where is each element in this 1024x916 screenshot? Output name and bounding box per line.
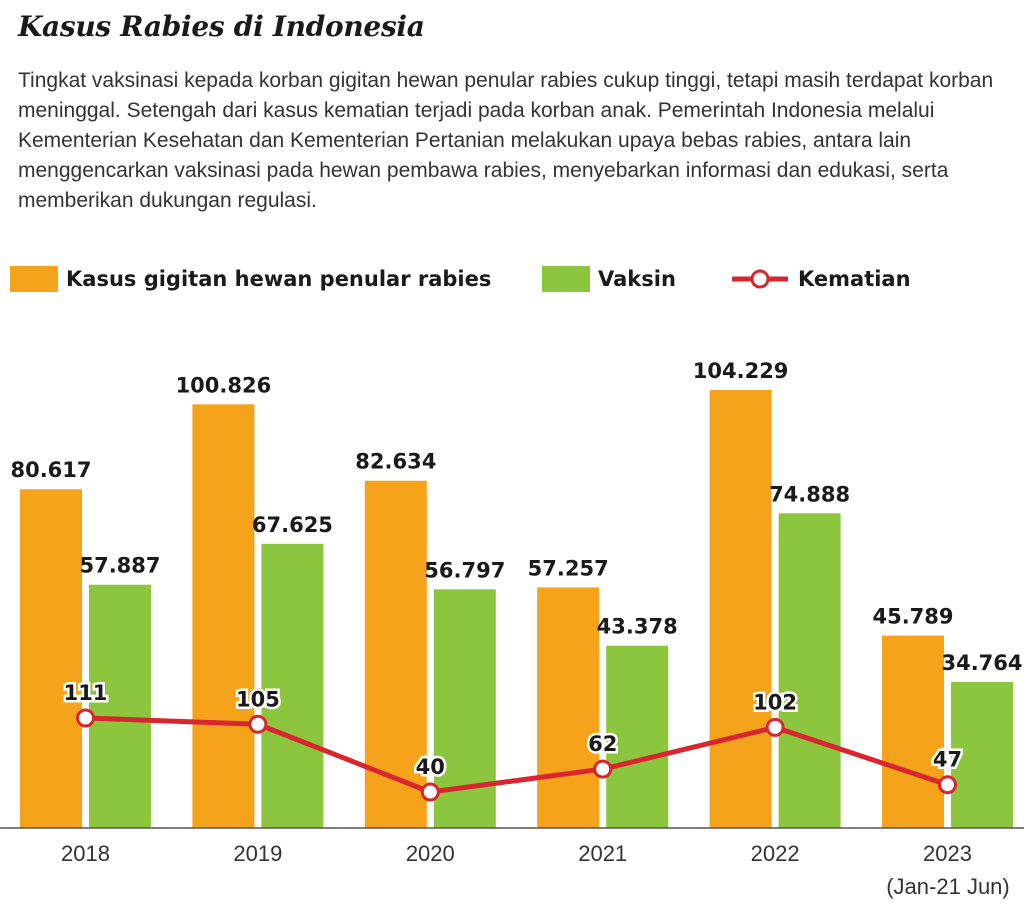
legend-label-cases: Kasus gigitan hewan penular rabies (66, 267, 492, 291)
chart-description: Tingkat vaksinasi kepada korban gigitan … (18, 69, 994, 212)
label-deaths-2022: 102 (753, 690, 797, 714)
bar-cases-2022 (709, 390, 772, 828)
legend-swatch-deaths (732, 269, 788, 289)
deaths-point-2020 (420, 782, 440, 802)
bar-vaccine-2023 (951, 681, 1013, 828)
bar-cases-2019 (192, 404, 255, 828)
label-vaccine-2019: 67.625 (252, 513, 333, 537)
label-vaccine-2022: 74.888 (769, 482, 850, 506)
x-tick-2019: 2019 (233, 841, 282, 866)
label-cases-2021: 57.257 (528, 556, 609, 580)
deaths-point-2022 (765, 717, 785, 737)
deaths-point-2021 (593, 759, 613, 779)
deaths-point-2023 (938, 775, 957, 795)
label-vaccine-2020: 56.797 (424, 558, 505, 582)
bar-vaccine-2018 (89, 584, 151, 828)
label-vaccine-2018: 57.887 (79, 554, 160, 578)
x-tick-2023: 2023 (923, 841, 972, 866)
bar-cases-2018 (20, 489, 82, 828)
label-deaths-2021: 62 (588, 732, 617, 756)
label-deaths-2023: 47 (933, 748, 962, 772)
x-tick-2020: 2020 (406, 841, 455, 866)
legend-label-vaccine: Vaksin (598, 267, 676, 291)
x-tick-2021: 2021 (578, 841, 627, 866)
x-tick-2018: 2018 (61, 841, 110, 866)
label-deaths-2020: 40 (416, 755, 445, 779)
bar-vaccine-2021 (606, 645, 669, 828)
bar-vaccine-2019 (261, 543, 324, 828)
bar-cases-2023 (882, 635, 944, 828)
label-cases-2022: 104.229 (693, 359, 789, 383)
chart-title: Kasus Rabies di Indonesia (18, 10, 425, 43)
label-cases-2018: 80.617 (10, 458, 91, 482)
x-tick-2022: 2022 (751, 841, 800, 866)
deaths-point-2018 (76, 708, 95, 728)
legend-item-cases: Kasus gigitan hewan penular rabies (10, 262, 491, 296)
label-vaccine-2021: 43.378 (597, 615, 678, 639)
deaths-line (85, 715, 949, 795)
label-deaths-2018: 111 (64, 681, 108, 705)
legend-swatch-vaccine (542, 266, 590, 292)
x-tick-sublabel-2023: (Jan-21 Jun) (886, 874, 1010, 899)
bar-vaccine-2022 (778, 513, 841, 828)
label-vaccine-2023: 34.764 (941, 651, 1022, 675)
label-cases-2020: 82.634 (355, 450, 436, 474)
legend-label-deaths: Kematian (798, 267, 911, 291)
bar-cases-2021 (537, 587, 600, 828)
legend-item-deaths: Kematian (730, 262, 911, 296)
rabies-chart: 80.617 57.887 100.826 67.625 82.634 56.797 57.… (0, 359, 1024, 899)
legend-item-vaccine: Vaksin (542, 262, 676, 296)
label-cases-2023: 45.789 (872, 605, 953, 629)
label-deaths-2019: 105 (236, 687, 280, 711)
deaths-point-2019 (248, 714, 268, 734)
legend-swatch-cases (10, 266, 58, 292)
label-cases-2019: 100.826 (176, 373, 272, 397)
